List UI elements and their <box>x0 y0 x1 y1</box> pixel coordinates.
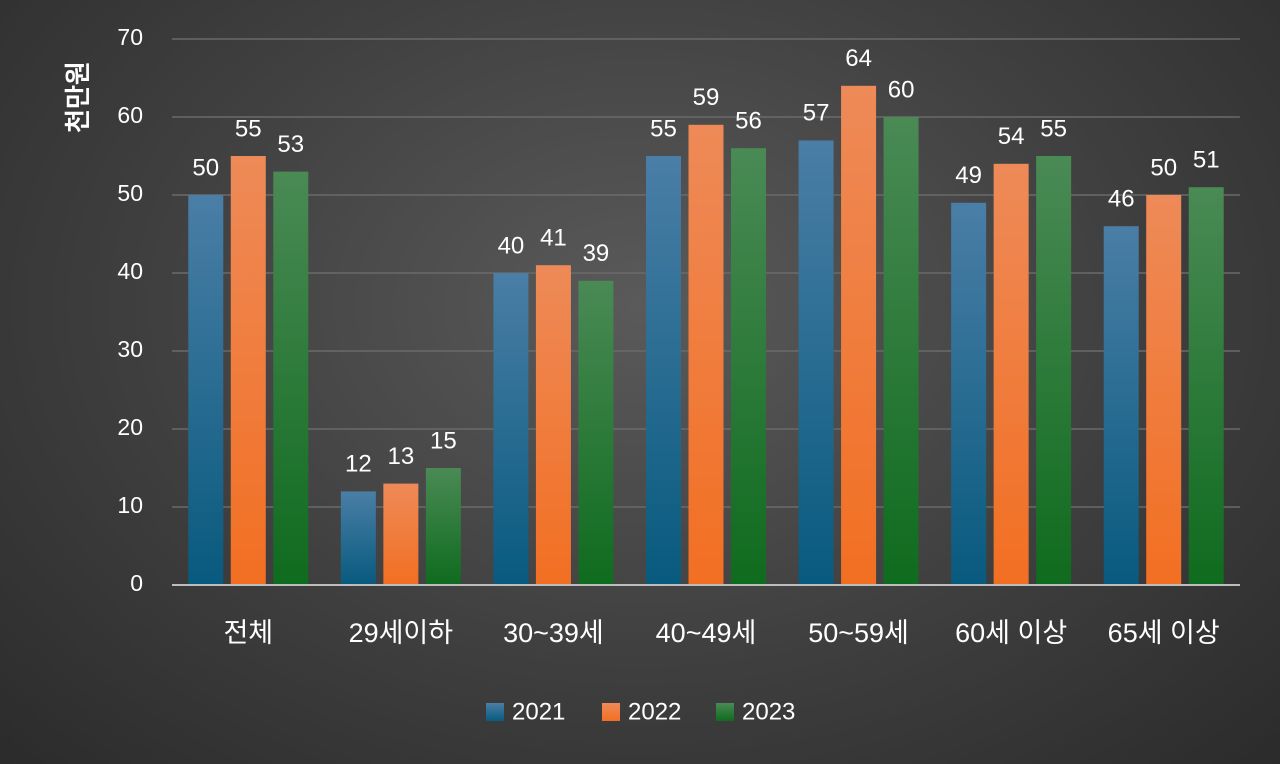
bar-2022-4 <box>841 85 877 586</box>
data-labels: 50 55 53 12 13 15 40 41 39 55 59 56 57 64 60 49 54 55 46 50… <box>192 45 1219 478</box>
data-label: 64 <box>845 45 872 72</box>
data-label: 56 <box>735 108 762 135</box>
bar-2021-1 <box>340 491 376 585</box>
data-label: 15 <box>430 427 457 454</box>
bar-2023-2 <box>578 280 614 585</box>
bar-2022-3 <box>688 124 724 586</box>
legend-label: 2023 <box>742 698 795 725</box>
bar-2021-2 <box>493 273 529 585</box>
x-tick-label: 40~49세 <box>656 618 757 648</box>
data-label: 12 <box>345 451 372 478</box>
x-tick-label: 전체 <box>223 618 273 648</box>
y-tick-label: 40 <box>117 258 143 284</box>
y-tick-label: 30 <box>117 336 143 362</box>
data-label: 55 <box>235 115 262 142</box>
x-tick-label: 60세 이상 <box>955 618 1067 648</box>
data-label: 40 <box>498 232 525 259</box>
x-tick-label: 29세이하 <box>349 618 454 648</box>
data-label: 41 <box>540 225 567 252</box>
data-label: 60 <box>888 76 915 103</box>
y-axis-ticks: 0 10 20 30 40 50 60 70 <box>117 24 143 596</box>
bar-2023-0 <box>273 171 309 585</box>
legend-swatch-2021 <box>486 703 504 721</box>
legend-label: 2021 <box>512 698 565 725</box>
bar-2022-2 <box>535 265 571 585</box>
data-label: 55 <box>1040 115 1067 142</box>
x-tick-label: 30~39세 <box>503 618 604 648</box>
x-axis-ticks: 전체 29세이하 30~39세 40~49세 50~59세 60세 이상 65세 이상 <box>223 618 1219 648</box>
bar-2022-6 <box>1146 195 1182 585</box>
y-tick-label: 70 <box>117 24 143 50</box>
bar-2023-4 <box>883 117 919 585</box>
data-label: 51 <box>1193 147 1220 174</box>
bar-2023-3 <box>731 148 766 585</box>
bar-2022-5 <box>993 163 1029 586</box>
data-label: 57 <box>803 100 830 127</box>
y-axis-label: 천만원 <box>63 61 93 133</box>
data-label: 46 <box>1108 186 1135 213</box>
legend-swatch-2022 <box>602 703 620 721</box>
data-label: 55 <box>650 115 677 142</box>
y-tick-label: 60 <box>117 102 143 128</box>
y-tick-label: 10 <box>117 492 143 518</box>
data-label: 13 <box>388 443 415 470</box>
bar-2021-4 <box>798 140 834 585</box>
data-label: 49 <box>955 162 982 189</box>
y-tick-label: 20 <box>117 414 143 440</box>
legend-label: 2022 <box>628 698 681 725</box>
bar-2021-5 <box>951 202 987 586</box>
bars <box>188 85 1224 586</box>
bar-2021-0 <box>188 195 224 585</box>
data-label: 50 <box>1150 154 1177 181</box>
data-label: 39 <box>583 240 610 267</box>
bar-2023-1 <box>425 468 461 585</box>
x-tick-label: 65세 이상 <box>1108 618 1220 648</box>
bar-2023-6 <box>1188 187 1224 585</box>
x-tick-label: 50~59세 <box>808 618 909 648</box>
data-label: 53 <box>277 131 304 158</box>
data-label: 50 <box>192 154 219 181</box>
bar-2021-6 <box>1103 226 1139 585</box>
y-tick-label: 50 <box>117 180 143 206</box>
bar-2021-3 <box>646 156 681 585</box>
y-tick-label: 0 <box>130 570 143 596</box>
legend: 2021 2022 2023 <box>486 698 795 725</box>
data-label: 59 <box>693 84 720 111</box>
bar-2022-1 <box>383 483 419 585</box>
data-label: 54 <box>998 123 1025 150</box>
bar-2023-5 <box>1036 156 1072 585</box>
legend-swatch-2023 <box>716 703 734 721</box>
bar-2022-0 <box>230 156 266 585</box>
